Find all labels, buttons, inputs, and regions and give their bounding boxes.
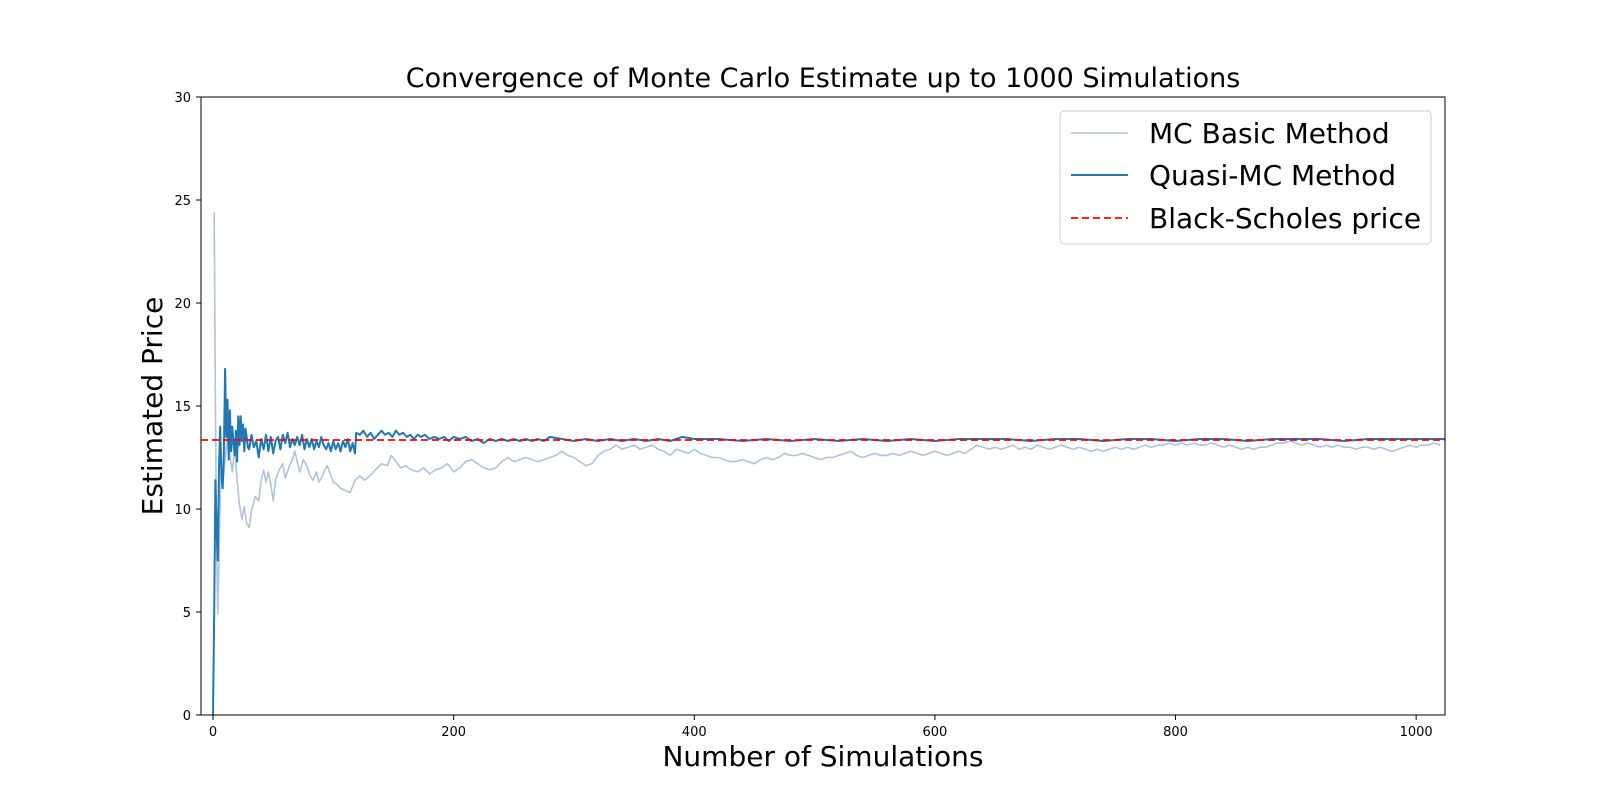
y-tick-label: 10 [174,503,191,518]
x-axis-ticks: 0 200 400 600 800 1000 [209,715,1433,740]
legend-label-black-scholes: Black-Scholes price [1149,202,1421,235]
y-tick-label: 15 [174,400,191,415]
legend-label-mc-basic: MC Basic Method [1149,117,1390,150]
legend: MC Basic Method Quasi-MC Method Black-Sc… [1059,110,1432,245]
chart-title: Convergence of Monte Carlo Estimate up t… [406,63,1241,94]
y-axis-ticks: 0 5 10 15 20 25 30 [174,91,201,724]
series-line-quasi-mc [212,367,1445,715]
y-tick-label: 20 [174,297,191,312]
x-tick-label: 400 [682,725,707,740]
y-axis-label: Estimated Price [136,297,169,516]
legend-box [1059,110,1432,245]
plot-frame [200,96,1446,716]
x-tick-label: 600 [922,725,947,740]
y-tick-label: 25 [174,194,191,209]
y-tick-label: 0 [183,709,191,724]
y-tick-label: 5 [183,606,191,621]
x-tick-label: 0 [209,725,217,740]
x-tick-label: 800 [1163,725,1188,740]
x-tick-label: 1000 [1400,725,1433,740]
y-tick-label: 30 [174,91,191,106]
series-line-mc-basic [213,212,1441,615]
legend-label-quasi-mc: Quasi-MC Method [1149,159,1396,192]
x-axis-label: Number of Simulations [662,740,983,773]
plot-area [201,212,1445,715]
x-tick-label: 200 [441,725,466,740]
